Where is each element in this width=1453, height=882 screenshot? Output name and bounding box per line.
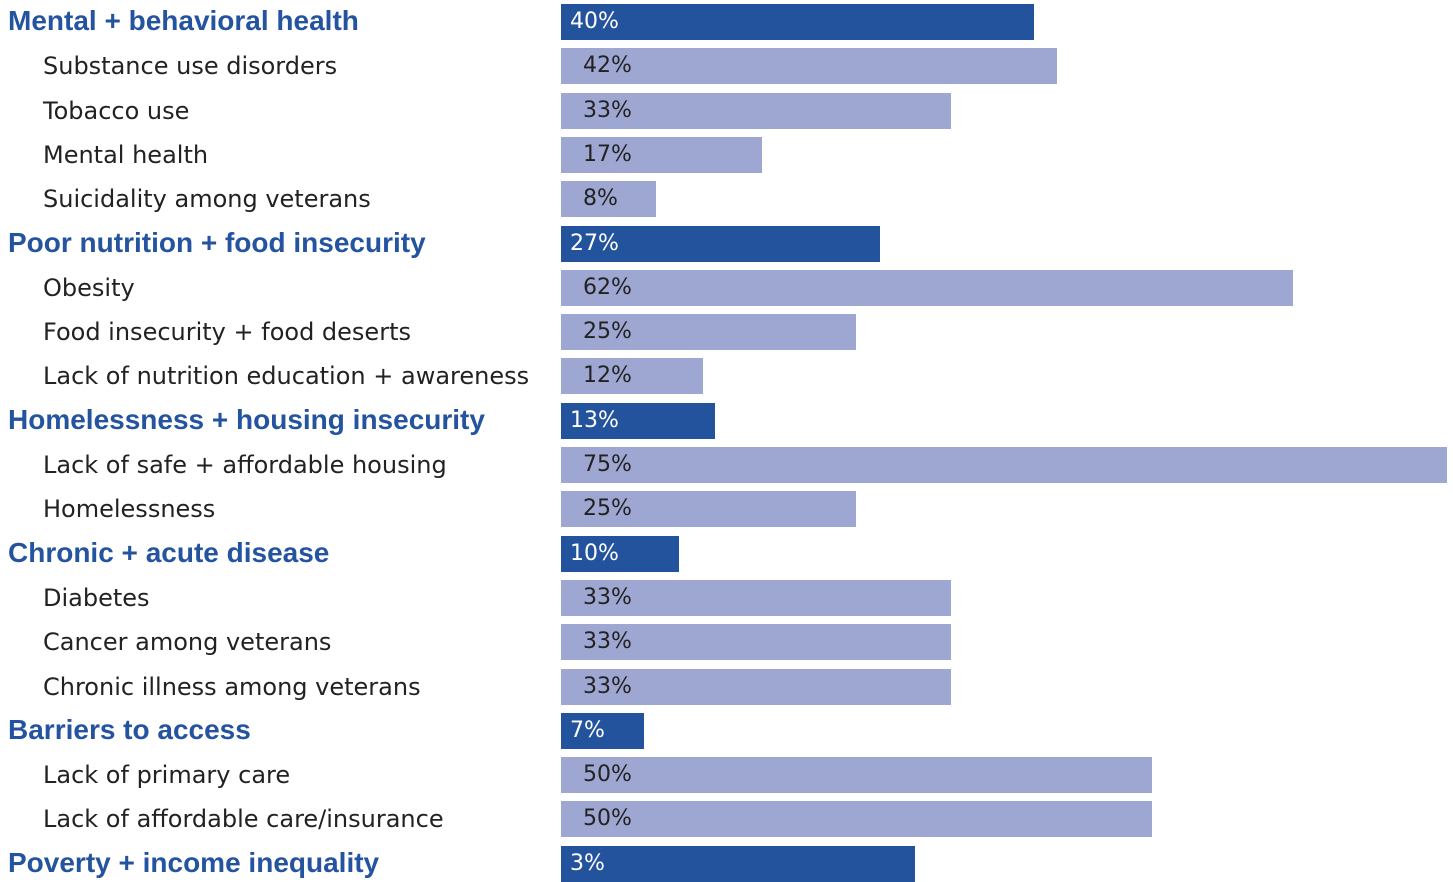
category-bar: [561, 535, 680, 572]
bar-value-label: 27%: [570, 230, 619, 256]
bar-value-label: 7%: [570, 717, 605, 743]
category-label: Barriers to access: [8, 713, 251, 745]
subcategory-bar: [561, 269, 1294, 306]
subcategory-bar: [561, 48, 1058, 85]
bar-value-label: 10%: [570, 540, 619, 566]
subcategory-label: Substance use disorders: [43, 52, 338, 81]
subcategory-bar: [561, 668, 951, 705]
bar-value-label: 40%: [570, 9, 619, 34]
bar-value-label: 42%: [583, 53, 632, 79]
subcategory-label: Lack of nutrition education + awareness: [43, 362, 530, 391]
subcategory-label: Chronic illness among veterans: [43, 672, 421, 701]
category-bar: [561, 845, 916, 882]
subcategory-label: Tobacco use: [43, 96, 190, 125]
subcategory-bar: [561, 358, 703, 395]
subcategory-label: Lack of affordable care/insurance: [43, 805, 444, 834]
subcategory-bar: [561, 181, 656, 218]
subcategory-bar: [561, 92, 951, 129]
category-label: Homelessness + housing insecurity: [8, 403, 485, 435]
category-bar: [561, 402, 715, 439]
bar-value-label: 50%: [583, 806, 632, 832]
subcategory-bar: [561, 624, 951, 661]
bar-value-label: 25%: [583, 496, 632, 522]
bar-value-label: 50%: [583, 762, 632, 788]
category-label: Mental + behavioral health: [8, 5, 359, 36]
bar-value-label: 17%: [583, 141, 632, 167]
bar-value-label: 33%: [583, 584, 632, 610]
subcategory-label: Lack of safe + affordable housing: [43, 451, 447, 479]
bar-value-label: 75%: [583, 452, 632, 477]
bar-value-label: 8%: [583, 186, 618, 212]
subcategory-bar: [561, 801, 1152, 838]
bar-value-label: 33%: [583, 97, 632, 123]
bar-value-label: 3%: [570, 850, 605, 876]
bar-value-label: 13%: [570, 407, 619, 433]
subcategory-label: Cancer among veterans: [43, 628, 332, 657]
subcategory-label: Diabetes: [43, 583, 150, 612]
subcategory-bar: [561, 757, 1152, 794]
category-label: Poor nutrition + food insecurity: [8, 226, 426, 258]
subcategory-label: Obesity: [43, 273, 135, 302]
subcategory-label: Lack of primary care: [43, 761, 291, 790]
subcategory-bar: [561, 314, 857, 351]
category-bar: [561, 4, 1034, 40]
bar-value-label: 25%: [583, 319, 632, 345]
subcategory-label: Food insecurity + food deserts: [43, 318, 411, 347]
subcategory-label: Mental health: [43, 140, 209, 169]
bar-value-label: 12%: [583, 363, 632, 389]
category-label: Chronic + acute disease: [8, 536, 330, 568]
category-bar: [561, 225, 880, 262]
subcategory-bar: [561, 447, 1447, 483]
bar-value-label: 62%: [583, 274, 632, 300]
bar-value-label: 33%: [583, 629, 632, 655]
subcategory-label: Homelessness: [43, 495, 216, 524]
bar-value-label: 33%: [583, 673, 632, 699]
subcategory-label: Suicidality among veterans: [43, 185, 371, 214]
subcategory-bar: [561, 491, 857, 528]
subcategory-bar: [561, 136, 762, 173]
category-label: Poverty + income inequality: [8, 846, 380, 878]
subcategory-bar: [561, 579, 951, 616]
category-bar: [561, 712, 644, 749]
